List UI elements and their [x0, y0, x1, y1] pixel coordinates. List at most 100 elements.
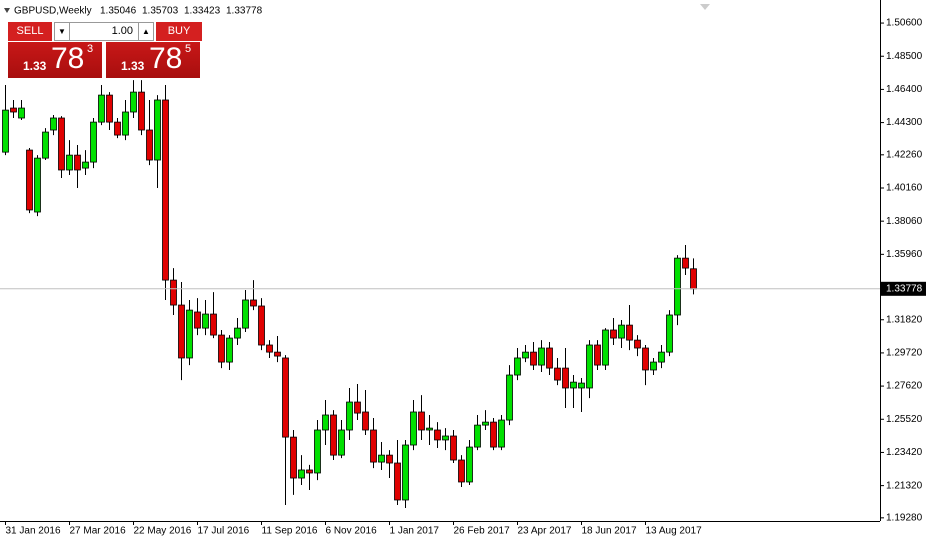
candle-body: [394, 462, 401, 501]
buy-price-prefix: 1.33: [121, 59, 145, 73]
candle-body: [178, 304, 185, 359]
symbol-marker: [4, 8, 10, 13]
buy-price-big: 78: [149, 42, 183, 75]
candle-body: [426, 427, 433, 431]
y-tick-label: 1.38060: [886, 216, 923, 227]
candle-body: [338, 429, 345, 456]
buy-price-small: 5: [185, 43, 192, 55]
y-tick-label: 1.29720: [886, 348, 923, 359]
candle-body: [506, 374, 513, 421]
candle-body: [10, 107, 17, 113]
candle-body: [314, 429, 321, 474]
candle-body: [602, 329, 609, 366]
candle-body: [50, 117, 57, 131]
y-tick-label: 1.42260: [886, 149, 923, 160]
candle-body: [530, 351, 537, 366]
candle-body: [42, 131, 49, 159]
x-tick-label: 27 Mar 2016: [70, 526, 127, 537]
candle-body: [290, 436, 297, 479]
y-tick-label: 1.21320: [886, 480, 923, 491]
candle-body: [490, 421, 497, 448]
candle-body: [610, 329, 617, 339]
candle-body: [482, 421, 489, 426]
candle-body: [210, 313, 217, 336]
candle-body: [378, 454, 385, 463]
y-tick-label: 1.40160: [886, 183, 923, 194]
candle-body: [594, 344, 601, 366]
y-tick-label: 1.35960: [886, 249, 923, 260]
candle-body: [514, 357, 521, 376]
x-tick-label: 6 Nov 2016: [326, 526, 378, 537]
candle-body: [306, 469, 313, 474]
symbol-title: GBPUSD,Weekly: [14, 6, 92, 17]
candle-body: [354, 401, 361, 414]
y-tick-label: 1.46400: [886, 84, 923, 95]
sell-price[interactable]: 1.33 78 3: [8, 42, 102, 78]
candle-body: [690, 268, 697, 290]
candle-body: [114, 121, 121, 136]
sell-price-big: 78: [51, 42, 85, 75]
current-price-tag: [881, 281, 926, 296]
candle-body: [554, 367, 561, 381]
x-tick-label: 1 Jan 2017: [390, 526, 440, 537]
lot-increase[interactable]: ▲: [138, 23, 153, 40]
candle-body: [234, 327, 241, 339]
x-tick-label: 31 Jan 2016: [6, 526, 61, 537]
x-tick-label: 17 Jul 2016: [198, 526, 250, 537]
candle-body: [170, 279, 177, 306]
one-click-panel: SELL ▼ 1.00 ▲ BUY 1.33 78 3 1.33 78 5: [8, 22, 202, 78]
candle-body: [570, 381, 577, 389]
buy-price[interactable]: 1.33 78 5: [106, 42, 200, 78]
header-close: 1.33778: [226, 6, 263, 17]
candle-body: [546, 347, 553, 369]
x-tick-label: 13 Aug 2017: [646, 526, 703, 537]
x-tick-label: 22 May 2016: [134, 526, 192, 537]
candle-body: [226, 337, 233, 363]
candle-body: [90, 121, 97, 163]
candle-body: [658, 351, 665, 363]
candle-body: [58, 117, 65, 171]
candle-body: [466, 446, 473, 483]
candle-body: [274, 351, 281, 357]
sell-button[interactable]: SELL: [8, 22, 52, 41]
x-tick-label: 18 Jun 2017: [582, 526, 637, 537]
candle-body: [674, 257, 681, 316]
candle-body: [2, 109, 9, 153]
candle-body: [634, 339, 641, 349]
x-tick-label: 11 Sep 2016: [262, 526, 318, 537]
candle-body: [498, 419, 505, 448]
y-tick-label: 1.44300: [886, 117, 923, 128]
candle-body: [626, 324, 633, 341]
x-tick-label: 23 Apr 2017: [518, 526, 572, 537]
candle-body: [258, 305, 265, 346]
sell-price-prefix: 1.33: [23, 59, 47, 73]
candle-body: [98, 94, 105, 123]
sell-price-small: 3: [87, 43, 94, 55]
candle-body: [522, 351, 529, 359]
candle-body: [138, 91, 145, 131]
candle-body: [186, 309, 193, 359]
candle-body: [386, 454, 393, 464]
candle-body: [642, 347, 649, 371]
candle-body: [562, 367, 569, 389]
lot-value[interactable]: 1.00: [111, 25, 133, 37]
y-tick-label: 1.48500: [886, 51, 923, 62]
y-tick-label: 1.19280: [886, 512, 923, 523]
buy-button[interactable]: BUY: [156, 22, 202, 41]
candle-body: [122, 111, 129, 136]
candle-body: [130, 91, 137, 113]
candle-body: [202, 313, 209, 329]
y-tick-label: 1.31820: [886, 314, 923, 325]
header-high: 1.35703: [142, 6, 179, 17]
candle-body: [322, 414, 329, 431]
candle-body: [474, 424, 481, 448]
lot-decrease[interactable]: ▼: [55, 23, 70, 40]
candle-body: [154, 99, 161, 161]
candle-body: [410, 411, 417, 446]
header-low: 1.33423: [184, 6, 221, 17]
candle-body: [146, 129, 153, 161]
candle-body: [82, 161, 89, 169]
candle-body: [682, 257, 689, 269]
